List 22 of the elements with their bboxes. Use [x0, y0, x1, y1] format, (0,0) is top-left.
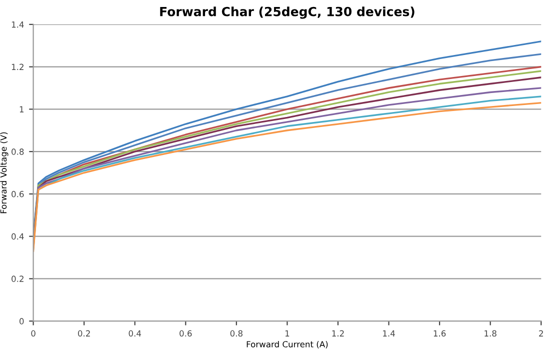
x-tick-label: 1: [285, 330, 290, 336]
y-tick-label: 1: [20, 106, 24, 112]
y-tick-label: 0: [20, 318, 24, 324]
x-tick-label: 1.6: [434, 330, 446, 337]
x-tick-label: 1.2: [332, 330, 344, 336]
y-tick-label: 0.6: [12, 190, 24, 198]
y-tick-label: 0.4: [12, 233, 24, 240]
x-tick-label: 1.4: [383, 330, 395, 336]
x-tick-label: 0: [31, 330, 36, 337]
chart-title: Forward Char (25degC, 130 devices): [160, 6, 414, 19]
y-tick-label: 0.8: [12, 148, 24, 155]
y-axis-title: Forward Voltage (V): [0, 132, 8, 214]
x-tick-label: 0.4: [128, 330, 142, 337]
y-tick-label: 1.2: [12, 64, 24, 70]
x-tick-label: 2: [539, 330, 543, 336]
x-tick-label: 0.6: [180, 330, 192, 337]
x-tick-label: 0.2: [78, 330, 90, 337]
x-tick-label: 1.8: [484, 330, 496, 337]
y-tick-label: 1.4: [12, 22, 24, 28]
x-tick-label: 0.8: [230, 330, 242, 337]
x-axis-title: Forward Current (A): [246, 340, 328, 348]
y-tick-label: 0.2: [12, 276, 24, 282]
